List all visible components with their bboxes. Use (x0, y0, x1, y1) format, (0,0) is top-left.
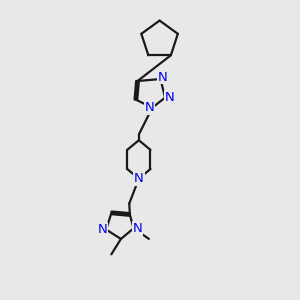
Text: N: N (145, 101, 154, 114)
Text: N: N (158, 70, 167, 84)
Text: N: N (98, 223, 107, 236)
Text: N: N (134, 172, 144, 185)
Text: N: N (133, 222, 142, 235)
Text: N: N (165, 91, 175, 104)
